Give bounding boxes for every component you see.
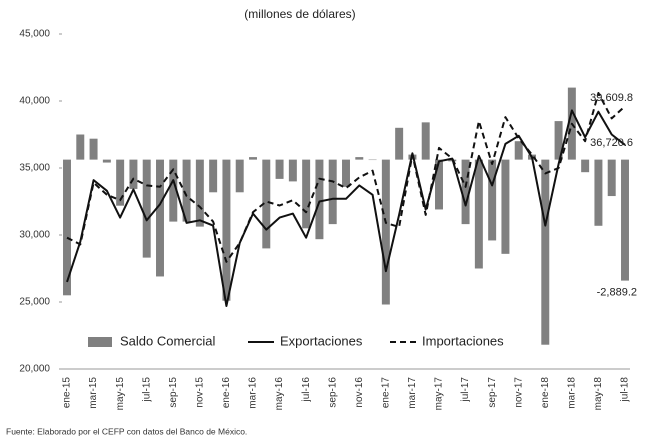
legend-label: Exportaciones (280, 333, 363, 348)
x-tick-label: ene-18 (540, 377, 551, 409)
bar (515, 141, 523, 159)
value-label: -2,889.2 (597, 287, 637, 299)
bar (129, 160, 137, 189)
bar (289, 160, 297, 182)
x-tick-label: may-17 (434, 377, 445, 411)
legend-label: Saldo Comercial (120, 333, 215, 348)
bar (422, 122, 430, 159)
bar (103, 160, 111, 163)
bar (395, 128, 403, 160)
x-tick-label: ene-16 (221, 377, 232, 409)
x-tick-label: mar-15 (88, 377, 99, 409)
x-tick-label: sep-15 (168, 377, 179, 408)
value-label: 39,609.8 (590, 92, 633, 104)
x-tick-label: jul-17 (460, 377, 471, 403)
x-tick-label: jul-16 (301, 377, 312, 403)
x-tick-label: jul-15 (141, 377, 152, 403)
y-tick-label: 35,000 (19, 163, 50, 174)
x-tick-label: nov-16 (354, 377, 365, 408)
bar (143, 160, 151, 258)
bar (355, 157, 363, 160)
x-tick-label: sep-16 (327, 377, 338, 408)
x-tick-label: ene-15 (62, 377, 73, 409)
bar (315, 160, 323, 240)
x-tick-label: ene-17 (380, 377, 391, 409)
y-tick-label: 45,000 (19, 29, 50, 40)
bar (222, 160, 230, 301)
source-note: Fuente: Elaborado por el CEFP con datos … (6, 426, 247, 436)
y-tick-label: 20,000 (19, 364, 50, 375)
x-tick-label: may-16 (274, 377, 285, 411)
bar (608, 160, 616, 196)
x-tick-label: nov-15 (194, 377, 205, 408)
bar (342, 160, 350, 187)
bar (621, 160, 629, 281)
bar (209, 160, 217, 193)
y-tick-label: 30,000 (19, 230, 50, 241)
x-tick-label: mar-17 (407, 377, 418, 409)
bar (90, 139, 98, 160)
bar (302, 160, 310, 229)
bar (382, 160, 390, 305)
bar (594, 160, 602, 226)
bar (276, 160, 284, 179)
value-label: 36,720.6 (590, 137, 633, 149)
x-tick-label: may-18 (593, 377, 604, 411)
chart-subtitle: (millones de dólares) (244, 7, 355, 21)
legend-swatch (88, 337, 112, 347)
legend-label: Importaciones (422, 333, 504, 348)
bar (236, 160, 244, 193)
bar (329, 160, 337, 224)
x-tick-label: sep-17 (487, 377, 498, 408)
bar (76, 135, 84, 160)
bar (541, 160, 549, 345)
bar (156, 160, 164, 277)
bar (249, 157, 257, 160)
bar (196, 160, 204, 227)
y-tick-label: 40,000 (19, 96, 50, 107)
x-tick-label: mar-18 (566, 377, 577, 409)
y-tick-label: 25,000 (19, 297, 50, 308)
x-tick-label: jul-18 (620, 377, 631, 403)
x-tick-label: nov-17 (513, 377, 524, 408)
x-tick-label: may-15 (115, 377, 126, 411)
x-tick-label: mar-16 (248, 377, 259, 409)
bar (488, 160, 496, 241)
bar (475, 160, 483, 269)
bar (581, 160, 589, 173)
bar (435, 160, 443, 210)
bar (501, 160, 509, 254)
